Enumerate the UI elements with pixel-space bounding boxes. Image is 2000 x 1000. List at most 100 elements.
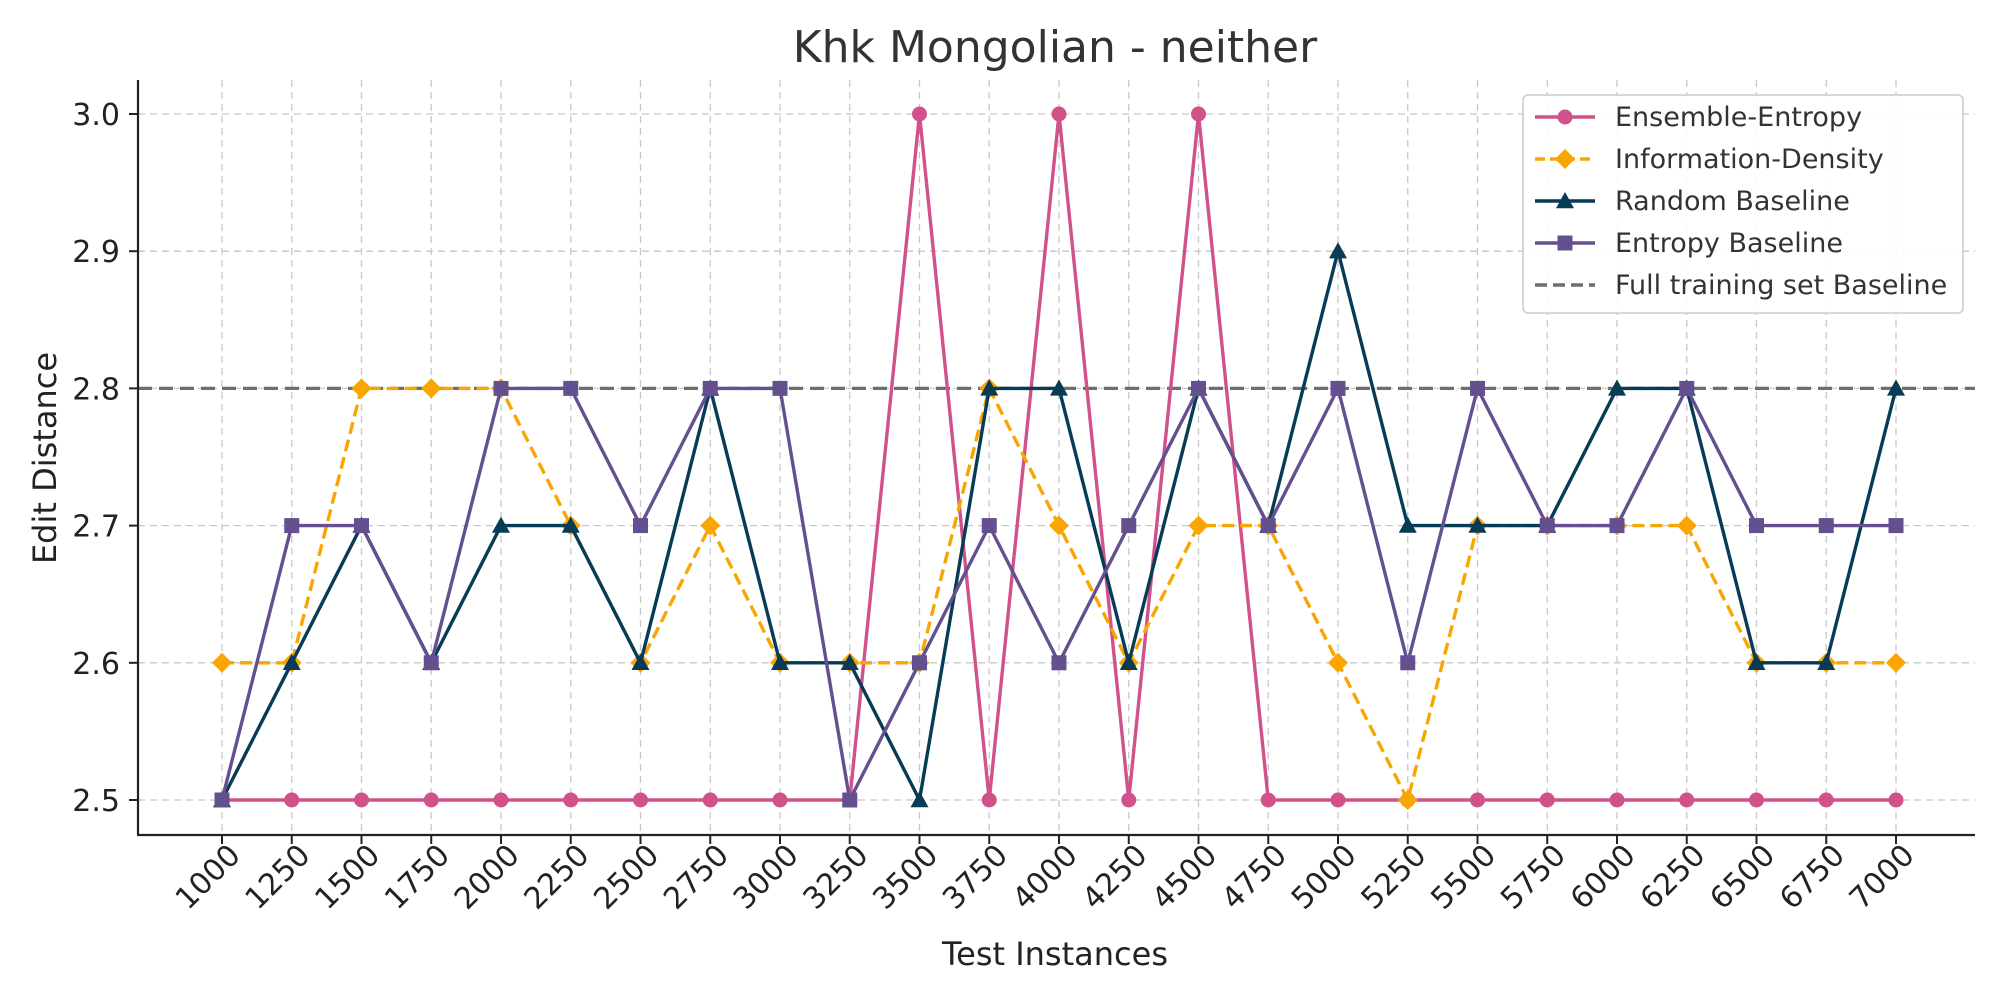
x-tick-label: 5750 xyxy=(1494,838,1573,917)
data-point xyxy=(1051,106,1067,122)
data-point xyxy=(1397,790,1418,810)
x-tick-label: 1250 xyxy=(239,838,318,917)
y-axis-label: Edit Distance xyxy=(26,352,64,564)
data-point xyxy=(1679,380,1695,396)
legend-label: Entropy Baseline xyxy=(1615,228,1843,259)
data-point xyxy=(1749,518,1764,534)
data-point xyxy=(1818,792,1834,808)
data-point xyxy=(1470,792,1485,808)
series-ensemble-entropy xyxy=(214,106,1904,808)
data-point xyxy=(492,516,510,533)
data-point xyxy=(1260,792,1276,808)
x-tick-label: 4000 xyxy=(1006,838,1085,917)
data-point xyxy=(772,792,788,808)
data-point xyxy=(1121,792,1137,808)
y-ticks: 2.5 2.6 2.7 2.8 2.9 3.0 xyxy=(72,98,138,819)
x-axis-label: Test Instances xyxy=(941,935,1168,973)
legend-marker xyxy=(1557,235,1573,251)
data-point xyxy=(1886,652,1906,673)
x-tick-label: 1000 xyxy=(169,838,248,917)
x-tick-label: 7000 xyxy=(1843,838,1922,917)
data-point xyxy=(1049,515,1069,536)
legend-marker xyxy=(1557,109,1573,125)
data-point xyxy=(980,379,999,396)
y-tick-label: 2.5 xyxy=(72,784,120,819)
data-point xyxy=(1539,792,1555,808)
data-point xyxy=(1051,655,1067,671)
x-tick-label: 1750 xyxy=(378,838,457,917)
chart-title: Khk Mongolian - neither xyxy=(793,22,1318,73)
data-point xyxy=(1817,653,1836,670)
data-point xyxy=(1749,792,1764,808)
data-point xyxy=(1328,652,1348,673)
x-tick-label: 2250 xyxy=(518,838,597,917)
y-tick-label: 2.9 xyxy=(72,235,120,270)
data-point xyxy=(1470,380,1485,396)
data-point xyxy=(1398,516,1417,533)
data-point xyxy=(214,792,230,808)
data-point xyxy=(981,792,997,808)
data-point xyxy=(912,655,927,671)
x-ticks: 1000125015001750200022502500275030003250… xyxy=(169,835,1922,917)
y-tick-label: 2.8 xyxy=(72,372,120,407)
data-point xyxy=(354,792,369,808)
legend-item: Ensemble-Entropy xyxy=(1535,102,1862,133)
data-point xyxy=(563,792,579,808)
legend: Ensemble-Entropy Information-Density Rando… xyxy=(1522,94,1964,314)
axes xyxy=(136,80,1975,837)
data-point xyxy=(1330,380,1346,396)
data-point xyxy=(1609,518,1625,534)
data-point xyxy=(351,378,372,399)
x-tick-label: 3750 xyxy=(936,838,1015,917)
legend-item: Entropy Baseline xyxy=(1535,228,1843,259)
data-point xyxy=(633,792,648,808)
x-tick-label: 6000 xyxy=(1564,838,1643,917)
data-point xyxy=(423,792,439,808)
x-tick-label: 6750 xyxy=(1773,838,1852,917)
data-point xyxy=(1747,653,1766,670)
x-tick-label: 6500 xyxy=(1703,838,1782,917)
data-point xyxy=(633,518,648,534)
x-tick-label: 5250 xyxy=(1355,838,1434,917)
x-tick-label: 5500 xyxy=(1424,838,1503,917)
data-point xyxy=(1679,792,1695,808)
series-random-baseline xyxy=(213,242,1905,808)
data-point xyxy=(282,653,301,670)
legend-label: Random Baseline xyxy=(1615,186,1850,217)
data-point xyxy=(1609,792,1625,808)
data-point xyxy=(1050,379,1068,396)
data-point xyxy=(561,516,580,533)
legend-item: Information-Density xyxy=(1535,144,1884,175)
data-point xyxy=(1329,242,1347,259)
x-tick-label: 5000 xyxy=(1285,838,1364,917)
data-point xyxy=(1121,518,1137,534)
data-point xyxy=(1539,518,1555,534)
data-point xyxy=(284,518,300,534)
data-point xyxy=(1188,515,1209,536)
data-point xyxy=(1191,380,1206,396)
x-tick-label: 3000 xyxy=(727,838,806,917)
data-point xyxy=(1818,518,1834,534)
data-point xyxy=(493,380,509,396)
series-layer xyxy=(212,106,1906,810)
y-tick-label: 2.6 xyxy=(72,647,120,682)
data-point xyxy=(631,653,650,670)
x-tick-label: 4750 xyxy=(1215,838,1294,917)
data-point xyxy=(910,791,929,808)
data-point xyxy=(1676,515,1697,536)
data-point xyxy=(1119,653,1138,670)
y-tick-label: 2.7 xyxy=(72,510,120,545)
data-point xyxy=(421,378,442,399)
x-tick-label: 3500 xyxy=(866,838,945,917)
data-point xyxy=(772,380,788,396)
data-point xyxy=(1191,106,1206,122)
x-tick-label: 3250 xyxy=(797,838,876,917)
data-point xyxy=(912,106,927,122)
data-point xyxy=(212,652,232,673)
data-point xyxy=(563,380,579,396)
data-point xyxy=(284,792,300,808)
data-point xyxy=(702,380,718,396)
y-tick-label: 3.0 xyxy=(72,98,120,133)
